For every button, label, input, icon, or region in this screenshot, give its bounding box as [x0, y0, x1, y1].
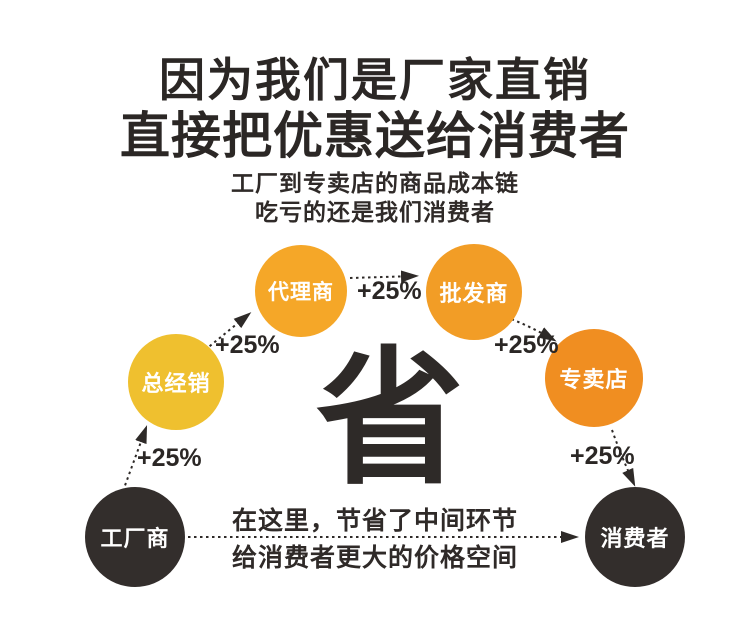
- node-factory-label: 工厂商: [100, 526, 170, 551]
- node-consumer-label: 消费者: [600, 526, 670, 551]
- markup-label-store-consumer: +25%: [570, 442, 635, 470]
- node-store-label: 专卖店: [559, 367, 629, 392]
- node-factory: 工厂商: [85, 487, 185, 587]
- node-agent-label: 代理商: [268, 281, 334, 304]
- markup-label-wholesaler-store: +25%: [494, 331, 559, 359]
- arrow-agent-to-wholesaler: [349, 270, 419, 283]
- node-store: 专卖店: [545, 329, 643, 427]
- node-consumer: 消费者: [585, 487, 685, 587]
- arrow-wholesaler-to-store: [505, 316, 557, 342]
- node-distributor: 总经销: [128, 334, 224, 430]
- node-wholesaler: 批发商: [426, 244, 522, 340]
- node-distributor-label: 总经销: [141, 371, 211, 396]
- markup-label-distributor-agent: +25%: [215, 331, 280, 359]
- markup-label-agent-wholesaler: +25%: [357, 277, 422, 305]
- node-wholesaler-label: 批发商: [439, 281, 509, 306]
- page-title-line1: 因为我们是厂家直销: [159, 54, 591, 106]
- subtitle-line2: 吃亏的还是我们消费者: [255, 199, 495, 225]
- markup-label-factory-distributor: +25%: [137, 444, 202, 472]
- footer-line2: 给消费者更大的价格空间: [231, 544, 518, 572]
- arrow-factory-to-distributor: [122, 425, 148, 492]
- save-character: 省: [316, 337, 464, 502]
- footer-line1: 在这里，节省了中间环节: [231, 507, 518, 535]
- node-agent: 代理商: [255, 245, 347, 337]
- page-title-line2: 直接把优惠送给消费者: [120, 108, 630, 164]
- subtitle-line1: 工厂到专卖店的商品成本链: [231, 170, 519, 196]
